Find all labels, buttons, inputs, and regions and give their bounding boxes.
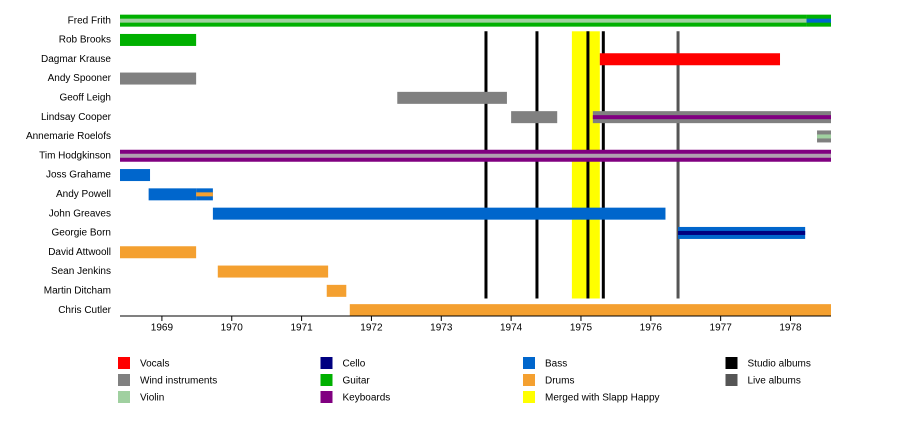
- x-tick-label: 1973: [430, 323, 453, 334]
- member-name: Sean Jenkins: [51, 266, 111, 277]
- legend-swatch: [118, 357, 130, 369]
- legend-label: Merged with Slapp Happy: [545, 393, 660, 404]
- legend-label: Live albums: [748, 376, 801, 387]
- member-name: Andy Spooner: [48, 73, 112, 84]
- x-tick-label: 1977: [710, 323, 733, 334]
- x-tick-label: 1970: [221, 323, 244, 334]
- legend-swatch: [523, 391, 535, 403]
- member-bar: [212, 207, 666, 220]
- member-bar: [148, 188, 197, 201]
- member-bar: [120, 72, 197, 85]
- legend-label: Wind instruments: [140, 376, 217, 387]
- member-name: Dagmar Krause: [41, 54, 111, 65]
- member-name: Fred Frith: [68, 15, 111, 26]
- legend-swatch: [118, 374, 130, 386]
- x-tick-label: 1969: [151, 323, 174, 334]
- member-bar: [217, 265, 329, 278]
- member-bar: [511, 111, 558, 124]
- legend-swatch: [523, 357, 535, 369]
- member-bar: [397, 91, 507, 104]
- member-name: Andy Powell: [56, 189, 111, 200]
- member-name: Lindsay Cooper: [41, 112, 112, 123]
- legend-swatch: [320, 374, 333, 386]
- x-tick-label: 1978: [779, 323, 802, 334]
- member-bar: [120, 33, 197, 46]
- member-name: Annemarie Roelofs: [26, 131, 111, 142]
- x-tick-label: 1975: [570, 323, 593, 334]
- member-bar-stripe: [120, 153, 831, 158]
- member-name: Tim Hodgkinson: [39, 150, 111, 161]
- member-bar-stripe: [806, 18, 831, 23]
- merge-span: [571, 31, 600, 299]
- legend-label: Bass: [545, 359, 567, 370]
- member-name: Georgie Born: [52, 228, 111, 239]
- legend-swatch: [725, 357, 738, 369]
- member-bar: [599, 53, 781, 66]
- member-bar: [326, 284, 347, 297]
- member-bar: [120, 246, 197, 259]
- member-name: John Greaves: [49, 208, 111, 219]
- legend-swatch: [118, 391, 130, 403]
- legend-swatch: [320, 391, 333, 403]
- legend-swatch: [320, 357, 333, 369]
- member-name: Rob Brooks: [59, 35, 111, 46]
- member-bar-stripe: [196, 192, 213, 197]
- legend-label: Violin: [140, 393, 164, 404]
- legend-label: Keyboards: [343, 393, 391, 404]
- member-name: Martin Ditcham: [44, 285, 111, 296]
- legend-swatch: [725, 374, 738, 386]
- member-bar-stripe: [592, 115, 831, 120]
- legend-label: Drums: [545, 376, 574, 387]
- member-name: Joss Grahame: [46, 170, 111, 181]
- member-bar-stripe: [817, 134, 831, 139]
- member-bar: [349, 304, 831, 317]
- x-tick-label: 1974: [500, 323, 523, 334]
- legend-label: Guitar: [343, 376, 371, 387]
- legend-label: Cello: [343, 359, 366, 370]
- x-tick-label: 1971: [290, 323, 313, 334]
- member-name: Geoff Leigh: [59, 92, 111, 103]
- member-name: Chris Cutler: [58, 305, 111, 316]
- member-bar-stripe: [120, 18, 807, 23]
- legend-swatch: [523, 374, 535, 386]
- x-tick-label: 1972: [360, 323, 383, 334]
- legend-label: Vocals: [140, 359, 169, 370]
- member-bar-stripe: [678, 230, 806, 235]
- member-name: David Attwooll: [48, 247, 111, 258]
- x-tick-label: 1976: [640, 323, 663, 334]
- legend-label: Studio albums: [748, 359, 811, 370]
- member-bar: [120, 169, 151, 182]
